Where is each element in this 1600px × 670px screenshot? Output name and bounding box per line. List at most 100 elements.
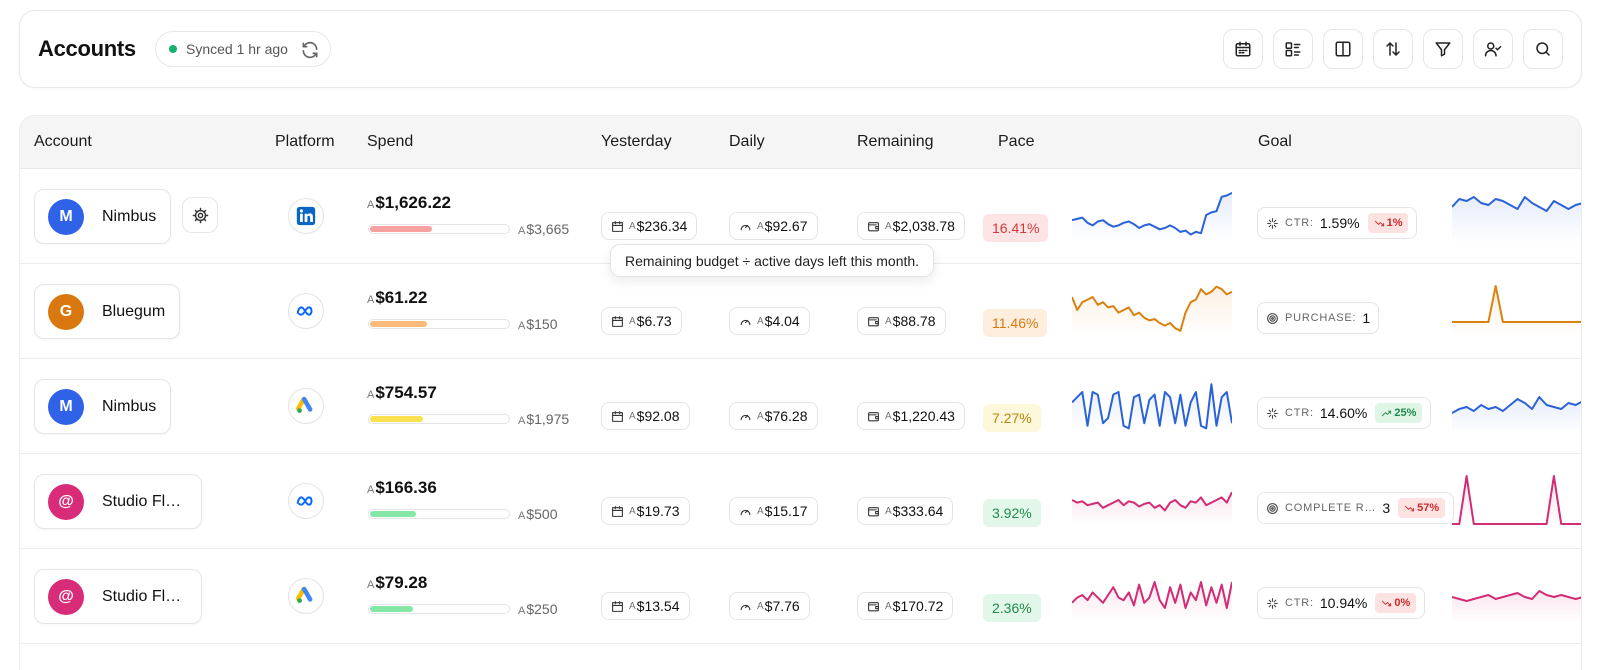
account-settings-button[interactable]: [182, 197, 218, 233]
pace-value: 7.27%: [992, 410, 1032, 426]
remaining-value: $88.78: [892, 313, 936, 329]
pace-badge: 3.92%: [983, 499, 1041, 527]
currency-prefix: A: [885, 315, 892, 327]
account-chip[interactable]: G Bluegum: [34, 284, 181, 339]
spend-value: $166.36: [375, 478, 437, 497]
currency-prefix: A: [757, 505, 764, 517]
yesterday-pill: A $92.08: [601, 402, 690, 430]
pace-value: 3.92%: [992, 505, 1032, 521]
remaining-pill: A $88.78: [857, 307, 946, 335]
list-view-button[interactable]: [1273, 29, 1313, 69]
sparkline-line: [1072, 581, 1232, 609]
currency-prefix: A: [757, 600, 764, 612]
sort-button[interactable]: [1373, 29, 1413, 69]
spend-amount: A$1,626.22: [367, 193, 451, 213]
gauge-icon: [740, 414, 751, 420]
currency-prefix: A: [757, 315, 764, 327]
column-account[interactable]: Account: [34, 133, 92, 150]
avatar: @: [48, 483, 84, 520]
column-remaining[interactable]: Remaining: [857, 133, 934, 150]
spend-progress-bar: [368, 604, 510, 614]
columns-button[interactable]: [1323, 29, 1363, 69]
platform-badge: [288, 198, 324, 234]
goal-trend-sparkline: [1452, 590, 1581, 624]
currency-prefix: A: [629, 410, 636, 422]
table-row[interactable]: @ Studio Fl… A$166.36 A$500 A $19.73 A $15…: [20, 454, 1581, 549]
pace-value: 2.36%: [992, 600, 1032, 616]
daily-pill[interactable]: A $76.28: [729, 402, 818, 430]
search-button[interactable]: [1523, 29, 1563, 69]
budget-value: $250: [526, 601, 558, 617]
goal-value: 1: [1362, 310, 1371, 326]
spend-value: $754.57: [375, 383, 437, 402]
account-chip[interactable]: M Nimbus: [34, 379, 172, 434]
account-chip[interactable]: @ Studio Fl…: [34, 569, 203, 624]
sync-status-dot: [169, 45, 177, 53]
calendar-button[interactable]: [1223, 29, 1263, 69]
column-yesterday[interactable]: Yesterday: [601, 133, 672, 150]
remaining-pill: A $1,220.43: [857, 402, 965, 430]
gauge-icon: [740, 319, 751, 325]
column-platform[interactable]: Platform: [275, 133, 335, 150]
accounts-table: Account Platform Spend Yesterday Daily R…: [19, 115, 1582, 670]
daily-pill[interactable]: A $92.67: [729, 212, 818, 240]
spend-amount: A$61.22: [367, 288, 427, 308]
filter-icon: [1435, 42, 1451, 57]
columns-icon: [1335, 41, 1351, 57]
spend-trend-sparkline: [1072, 581, 1232, 621]
pace-badge: 2.36%: [983, 594, 1041, 622]
toolbar: [1223, 29, 1563, 69]
pace-badge: 16.41%: [983, 214, 1049, 242]
sparkline-line: [1072, 285, 1232, 332]
spend-progress-bar: [368, 319, 510, 329]
sparkline-area: [1072, 286, 1232, 336]
refresh-icon[interactable]: [300, 40, 320, 60]
column-spend[interactable]: Spend: [367, 133, 414, 150]
avatar: G: [48, 293, 84, 330]
daily-pill[interactable]: A $7.76: [729, 592, 810, 620]
currency-prefix: A: [757, 220, 764, 232]
sparkline-line: [1452, 285, 1581, 323]
column-goal[interactable]: Goal: [1258, 133, 1292, 150]
daily-value: $4.04: [764, 313, 800, 329]
user-filter-button[interactable]: [1473, 29, 1513, 69]
table-row[interactable]: M Nimbus A $754.57 A$1,975 A $92.08 A $76.2…: [20, 359, 1581, 454]
spend-progress-fill: [370, 606, 413, 612]
sparkline-area: [1072, 582, 1232, 621]
filter-button[interactable]: [1423, 29, 1463, 69]
currency-prefix: A: [518, 415, 526, 427]
remaining-value: $333.64: [892, 503, 944, 519]
goal-metric: CTR:: [1285, 597, 1314, 609]
column-daily[interactable]: Daily: [729, 133, 765, 150]
currency-prefix: A: [518, 605, 526, 617]
currency-prefix: A: [885, 220, 892, 232]
table-row[interactable]: @ Studio Fl… A$79.28 A$250 A $13.54 A $7.7…: [20, 549, 1581, 644]
goal-trend-sparkline: [1452, 285, 1581, 339]
remaining-value: $1,220.43: [892, 408, 955, 424]
remaining-value: $170.72: [892, 598, 944, 614]
table-row[interactable]: M Nimbus A$1,626.22 A$3,665 A $236.34 A $9…: [20, 169, 1581, 264]
budget-amount: A$1,975: [518, 411, 569, 427]
daily-pill[interactable]: A $15.17: [729, 497, 818, 525]
daily-pill[interactable]: A $4.04: [729, 307, 810, 335]
goal-value: 3: [1382, 500, 1391, 516]
table-row[interactable]: G Bluegum A$61.22 A$150 A $6.73 A $4.04 A $…: [20, 264, 1581, 359]
linkedin-icon: [296, 206, 316, 226]
column-pace[interactable]: Pace: [998, 133, 1035, 150]
sparkline-area: [1452, 397, 1581, 434]
avatar-initial: M: [59, 397, 73, 415]
sparkline-line: [1072, 491, 1232, 512]
goal-trend-sparkline: [1452, 475, 1581, 529]
account-name: Nimbus: [102, 397, 157, 415]
budget-amount: A$500: [518, 506, 558, 522]
goal-delta-text: 57%: [1417, 502, 1440, 514]
spend-value: $61.22: [375, 288, 428, 307]
remaining-value: $2,038.78: [892, 218, 955, 234]
spend-value: $1,626.22: [375, 193, 451, 212]
yesterday-value: $19.73: [636, 503, 680, 519]
account-chip[interactable]: M Nimbus: [34, 189, 172, 244]
account-chip[interactable]: @ Studio Fl…: [34, 474, 203, 529]
yesterday-value: $236.34: [636, 218, 688, 234]
sparkline-area: [1452, 197, 1581, 244]
wallet-icon: [868, 506, 879, 516]
